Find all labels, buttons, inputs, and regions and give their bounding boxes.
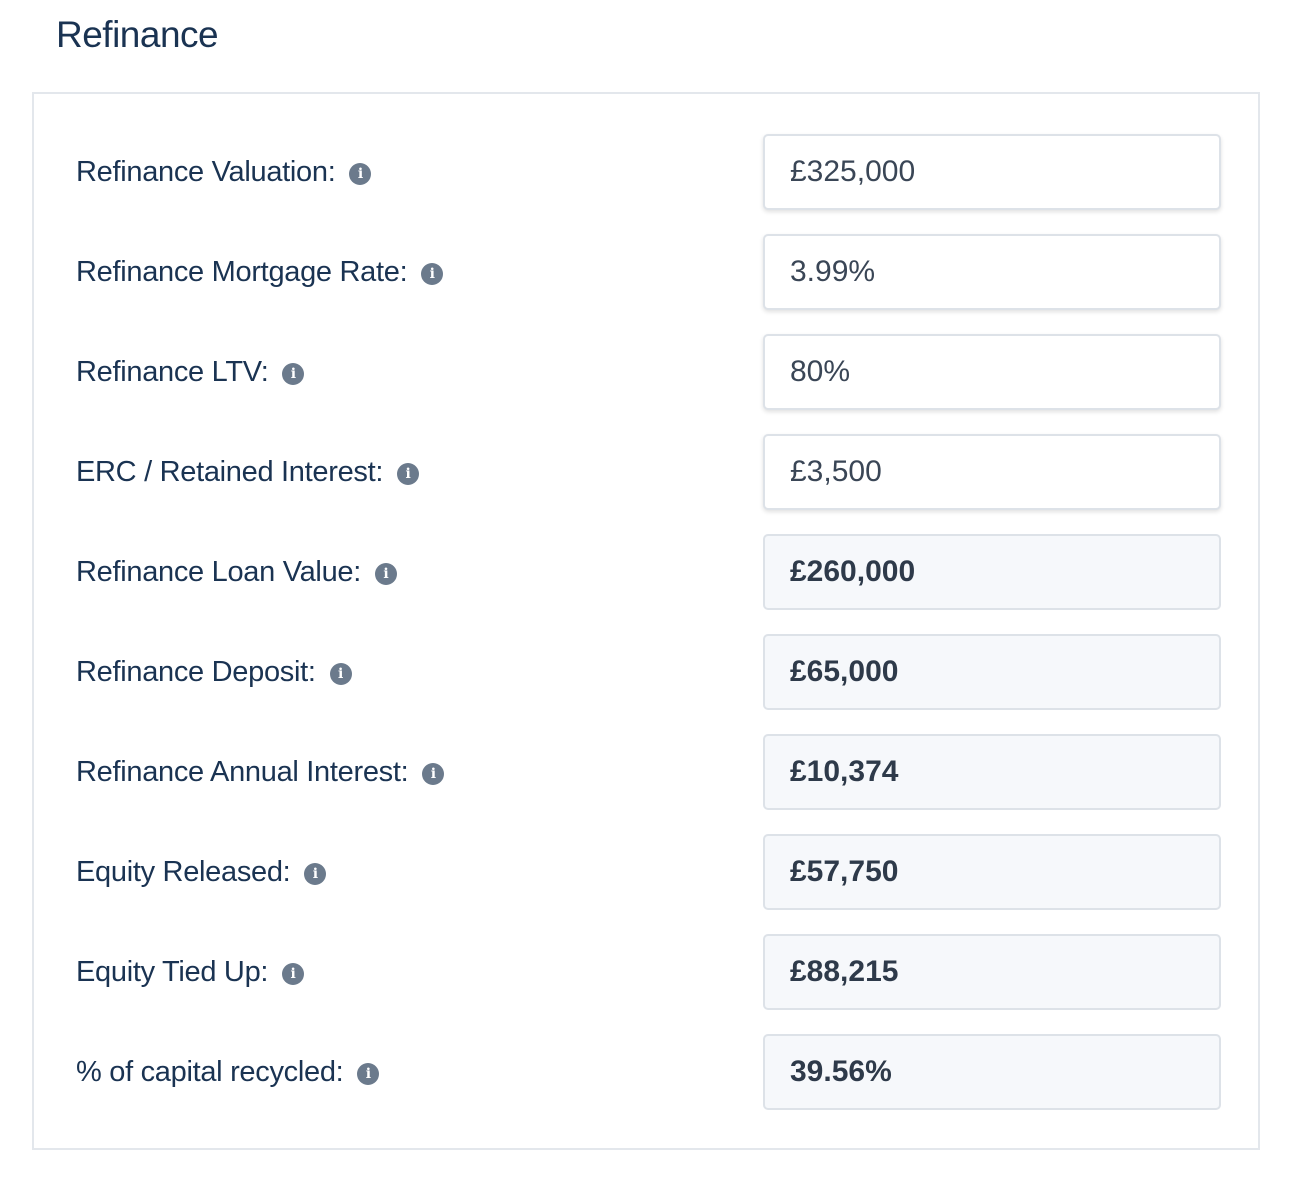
info-icon[interactable]: i — [375, 563, 397, 585]
info-icon[interactable]: i — [397, 463, 420, 485]
field-label: Refinance Mortgage Rate: — [76, 255, 408, 288]
refinance-deposit-output: £65,000 — [763, 634, 1221, 710]
refinance-annual-interest-output: £10,374 — [763, 734, 1221, 810]
field-label: Refinance Annual Interest: — [76, 755, 409, 788]
field-row-erc-retained-interest: ERC / Retained Interest: i — [34, 434, 1258, 534]
refinance-loan-value-output: £260,000 — [763, 534, 1221, 610]
refinance-ltv-input[interactable] — [763, 334, 1221, 410]
field-label: Refinance Loan Value: — [76, 555, 361, 588]
field-label: Equity Tied Up: — [76, 955, 269, 988]
field-row-capital-recycled: % of capital recycled: i 39.56% — [34, 1034, 1258, 1134]
field-label: Refinance LTV: — [76, 355, 269, 388]
field-row-refinance-annual-interest: Refinance Annual Interest: i £10,374 — [34, 734, 1258, 834]
info-icon[interactable]: i — [421, 263, 444, 285]
info-icon[interactable]: i — [349, 163, 372, 185]
erc-retained-interest-input[interactable] — [763, 434, 1221, 510]
info-icon[interactable]: i — [282, 963, 305, 985]
field-label: ERC / Retained Interest: — [76, 455, 384, 488]
field-label: % of capital recycled: — [76, 1055, 344, 1088]
equity-tied-up-output: £88,215 — [763, 934, 1221, 1010]
field-row-refinance-ltv: Refinance LTV: i — [34, 334, 1258, 434]
info-icon[interactable]: i — [282, 363, 305, 385]
refinance-fields: Refinance Valuation: i Refinance Mortgag… — [34, 134, 1258, 1134]
info-icon[interactable]: i — [422, 763, 445, 785]
field-row-equity-tied-up: Equity Tied Up: i £88,215 — [34, 934, 1258, 1034]
refinance-panel: Refinance Valuation: i Refinance Mortgag… — [32, 92, 1260, 1150]
field-label: Refinance Valuation: — [76, 155, 336, 188]
field-label: Equity Released: — [76, 855, 291, 888]
section-title: Refinance — [56, 14, 219, 55]
field-row-refinance-loan-value: Refinance Loan Value: i £260,000 — [34, 534, 1258, 634]
refinance-mortgage-rate-input[interactable] — [763, 234, 1221, 310]
field-row-refinance-valuation: Refinance Valuation: i — [34, 134, 1258, 234]
refinance-valuation-input[interactable] — [763, 134, 1221, 210]
info-icon[interactable]: i — [357, 1063, 380, 1085]
field-label: Refinance Deposit: — [76, 655, 316, 688]
capital-recycled-output: 39.56% — [763, 1034, 1221, 1110]
field-row-refinance-deposit: Refinance Deposit: i £65,000 — [34, 634, 1258, 734]
equity-released-output: £57,750 — [763, 834, 1221, 910]
info-icon[interactable]: i — [329, 663, 352, 685]
field-row-equity-released: Equity Released: i £57,750 — [34, 834, 1258, 934]
info-icon[interactable]: i — [304, 863, 327, 885]
field-row-refinance-mortgage-rate: Refinance Mortgage Rate: i — [34, 234, 1258, 334]
